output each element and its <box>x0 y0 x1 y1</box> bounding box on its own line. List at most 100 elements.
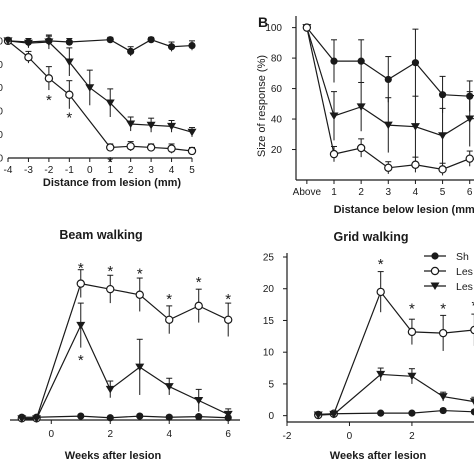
panel-b-point <box>329 149 339 159</box>
panel-a-point <box>146 143 156 152</box>
panel-b-x-tick-label: Above <box>293 187 322 198</box>
panel-a-series-line <box>7 40 193 133</box>
panel-a-x-tick-label: 5 <box>189 165 195 176</box>
panel-c-x-tick-label: 2 <box>107 429 113 440</box>
panel-b-point <box>383 121 393 130</box>
panel-b-point <box>384 163 393 173</box>
panel-b-series-line <box>306 27 474 137</box>
panel-d-y-tick-label: 20 <box>263 284 275 295</box>
panel-a-point <box>3 37 13 45</box>
panel-c-point <box>224 315 233 324</box>
panel-b-x-tick-label: 3 <box>386 187 392 198</box>
panel-a-significance-mark: * <box>107 154 113 171</box>
panel-b-point <box>330 57 338 65</box>
panel-d-xlabel: Weeks after lesion <box>330 450 427 462</box>
panel-a-point <box>127 47 135 56</box>
panel-c-significance-mark: * <box>196 274 202 291</box>
panel-b-point <box>438 165 447 174</box>
panel-c-point <box>105 385 115 394</box>
panel-c-point <box>194 397 204 405</box>
panel-b-y-tick-label: 100 <box>265 23 282 34</box>
legend-entry-3: Les <box>456 281 473 293</box>
panel-b-point <box>329 112 339 120</box>
panel-d-point <box>377 409 385 417</box>
panel-b-series-filled-triangle <box>302 24 474 164</box>
panel-d-series-filled-triangle <box>313 367 474 420</box>
panel-d-point <box>438 393 448 401</box>
panel-c-point <box>106 284 115 294</box>
panel-a-point <box>188 41 196 50</box>
panel-a-y-tick-label: 100 <box>0 36 3 47</box>
panel-a-y-tick-label: 0 <box>0 154 3 165</box>
panel-c-point <box>165 413 173 421</box>
panel-a-point <box>187 146 197 156</box>
panel-b-x-tick-label: 1 <box>331 187 337 198</box>
panel-a-point <box>64 58 74 66</box>
panel-b-point <box>357 57 365 65</box>
panel-c-point <box>77 412 85 420</box>
panel-d-point <box>469 398 474 406</box>
panel-c-x-tick-label: 6 <box>225 429 231 440</box>
panel-a-xlabel: Distance from lesion (mm) <box>43 177 181 189</box>
panel-d-y-tick-label: 15 <box>263 316 275 327</box>
panel-b-x-tick-label: 4 <box>413 187 419 198</box>
panel-a-x-tick-label: 0 <box>87 165 93 176</box>
panel-d-point <box>408 409 416 417</box>
panel-b-xlabel: Distance below lesion (mm) <box>334 204 474 216</box>
panel-b-label: B <box>258 14 268 30</box>
panel-d-significance-mark: * <box>471 297 474 314</box>
panel-d-significance-mark: * <box>440 301 446 318</box>
panel-c-series-line <box>21 415 229 419</box>
panel-c-point <box>195 413 203 421</box>
panel-d-y-tick-label: 10 <box>263 348 275 359</box>
panel-a-point <box>126 120 136 129</box>
panel-a-point <box>105 99 115 107</box>
panel-c-series-filled-triangle <box>17 302 233 423</box>
panel-d-point <box>313 411 323 420</box>
panel-d-x-tick-label: 2 <box>409 431 415 442</box>
panel-c-point <box>135 290 144 299</box>
panel-c-plot: 0 2 4 6 * * * * * * * <box>10 260 240 440</box>
legend-entry-1: Sh <box>456 251 469 263</box>
panel-c-point <box>17 415 27 423</box>
legend-marker-filled-triangle <box>430 282 440 290</box>
legend-entry-2: Les <box>456 266 473 278</box>
panel-c-series-line <box>21 282 229 419</box>
panel-a-point <box>85 84 95 92</box>
panel-c-point <box>136 412 144 420</box>
panel-a-plot: -4 -3 -2 -1 0 1 2 3 4 5 0 20 40 60 80 100 * * * <box>0 34 197 176</box>
panel-b-series-line <box>306 27 474 170</box>
panel-c-significance-mark: * <box>78 260 84 277</box>
panel-a-point <box>167 43 176 51</box>
panel-a-x-tick-label: -1 <box>65 165 74 176</box>
panel-d-series-line <box>318 409 474 415</box>
panel-d-y-tick-label: 25 <box>263 253 275 264</box>
panel-b-y-tick-label: 20 <box>271 145 283 156</box>
panel-d-point <box>329 410 339 419</box>
panel-d-series-open-circle <box>314 271 474 420</box>
panel-a-point <box>65 90 74 99</box>
panel-a-y-tick-label: 40 <box>0 107 3 118</box>
panel-b-point <box>356 103 366 111</box>
panel-b-point <box>438 91 447 99</box>
panel-a-point <box>187 128 197 137</box>
panel-c-x-tick-label: 4 <box>166 429 172 440</box>
panel-a-x-tick-label: 4 <box>169 165 175 176</box>
panel-a-x-tick-label: 1 <box>107 165 113 176</box>
panel-a-series-line <box>7 39 193 53</box>
panel-c-significance-mark: * <box>78 352 84 369</box>
panel-d-significance-mark: * <box>378 256 384 273</box>
panel-a-point <box>147 36 155 44</box>
panel-b-series-line <box>306 27 474 97</box>
panel-b-point <box>411 160 420 169</box>
panel-b-series-open-circle <box>302 23 474 176</box>
panel-b-point <box>465 115 474 124</box>
panel-a-significance-mark: * <box>46 92 52 109</box>
panel-a-point <box>44 38 54 47</box>
panel-a-series-filled-triangle <box>3 34 197 137</box>
panel-c-xlabel: Weeks after lesion <box>65 450 162 462</box>
panel-c-point <box>194 301 203 311</box>
panel-a-point <box>106 143 115 152</box>
